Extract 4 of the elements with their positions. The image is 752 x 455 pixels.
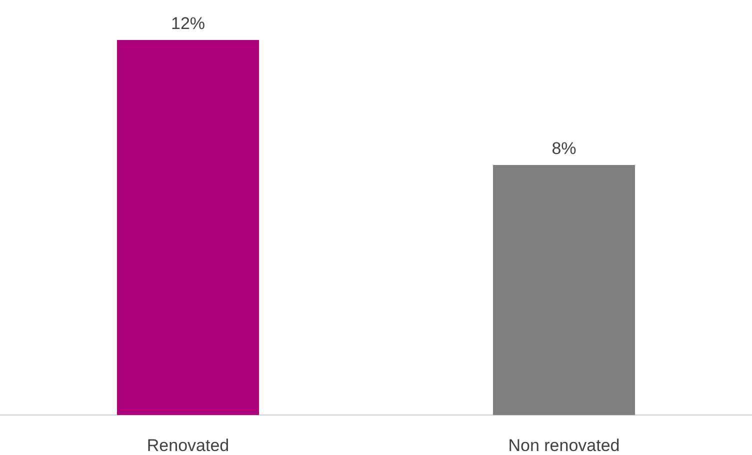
- x-tick-label: Renovated: [146, 436, 230, 455]
- data-label: 8%: [552, 139, 576, 158]
- x-tick-label: Non renovated: [508, 436, 620, 455]
- data-label: 12%: [170, 14, 206, 33]
